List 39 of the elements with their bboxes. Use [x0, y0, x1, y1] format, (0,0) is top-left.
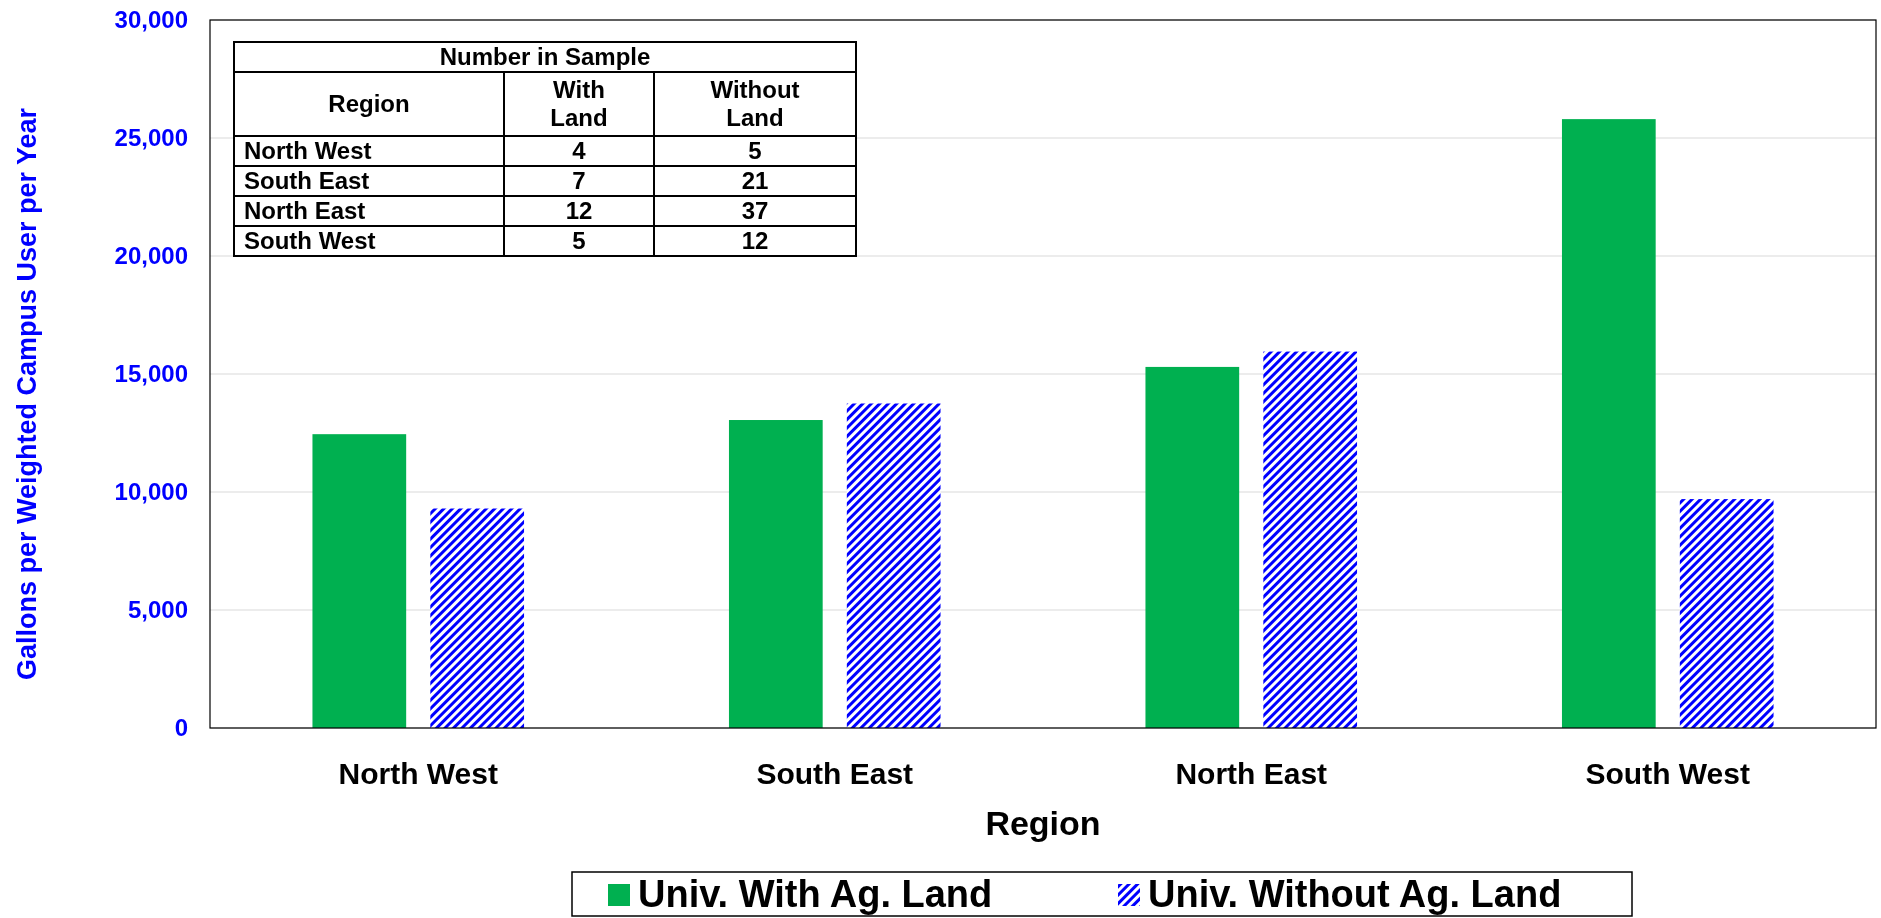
y-tick-label: 10,000 — [114, 478, 188, 505]
annotation: Without Land — [710, 76, 800, 131]
annotation: Region — [328, 90, 410, 117]
bar — [728, 420, 823, 728]
x-tick-label: South East — [756, 757, 914, 790]
annotation: 5 — [572, 227, 586, 254]
annotation: 12 — [741, 227, 769, 254]
x-tick-label: South West — [1585, 757, 1750, 790]
bar — [1561, 119, 1656, 728]
x-axis-title: Region — [985, 804, 1101, 842]
bar — [846, 403, 941, 728]
y-axis-title: Gallons per Weighted Campus User per Year — [12, 107, 42, 681]
bar — [1679, 499, 1774, 728]
legend-label: Univ. Without Ag. Land — [1148, 873, 1562, 915]
bar — [1145, 366, 1240, 728]
annotation: South West — [244, 227, 376, 254]
annotation: 21 — [741, 167, 769, 194]
legend-label: Univ. With Ag. Land — [638, 873, 993, 915]
bar — [312, 434, 407, 728]
annotation: 5 — [748, 137, 762, 164]
annotation: 4 — [572, 137, 587, 164]
y-tick-label: 0 — [174, 714, 188, 741]
annotation: North East — [244, 197, 366, 224]
y-tick-label: 15,000 — [114, 360, 188, 387]
annotation: North West — [244, 137, 372, 164]
bar — [430, 508, 525, 728]
y-tick-label: 25,000 — [114, 124, 188, 151]
x-tick-label: North East — [1175, 757, 1328, 790]
y-tick-label: 30,000 — [114, 6, 188, 33]
annotation: 37 — [741, 197, 769, 224]
annotation: 7 — [572, 167, 586, 194]
annotation: Number in Sample — [439, 43, 651, 70]
y-tick-label: 20,000 — [114, 242, 188, 269]
x-tick-label: North West — [338, 757, 498, 790]
y-tick-label: 5,000 — [127, 596, 188, 623]
annotation: With Land — [550, 76, 608, 131]
annotation: South East — [244, 167, 370, 194]
annotation: 12 — [565, 197, 593, 224]
bar — [1263, 351, 1358, 728]
